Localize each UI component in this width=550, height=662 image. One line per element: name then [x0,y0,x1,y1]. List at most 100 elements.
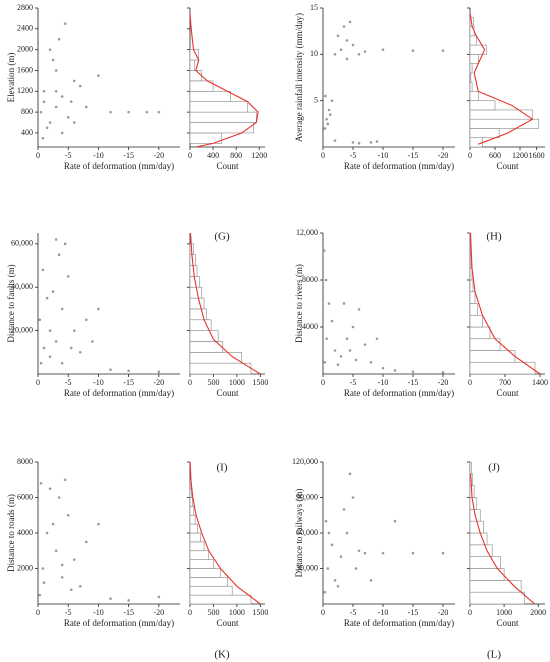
point [72,558,76,561]
point [54,69,58,72]
y-tick-label: 2800 [17,3,33,12]
point [393,519,397,523]
point [348,472,352,476]
point [48,48,52,51]
hist-bar [189,550,210,560]
point [42,346,46,350]
hist-bar [189,506,195,516]
point [354,358,358,362]
hist-bar [469,338,501,351]
hist-bar [469,63,473,74]
point [326,122,330,126]
point [78,84,82,88]
point [441,551,445,555]
point [330,543,334,547]
hist-x-tick-label: 1400 [532,378,548,387]
point [345,57,349,61]
hist-x-axis-label: Count [216,388,239,398]
hist-bar [189,362,252,375]
hist-x-tick-label: 1500 [252,378,268,387]
point [369,141,373,144]
hist-x-tick-label: 2000 [530,608,546,617]
point [345,531,349,535]
hist-x-tick-label: 1000 [496,608,512,617]
point [41,136,45,140]
y-axis-label: Average rainfall intensity (mm/day) [294,13,304,142]
point [145,110,149,114]
hist-bar [189,59,195,71]
y-tick-label: 800 [21,107,33,116]
point [69,588,73,592]
point [41,268,45,272]
y-tick-label: 5 [314,95,318,104]
point [45,126,49,130]
hist-x-axis-label: Count [496,618,519,628]
point [57,253,61,256]
hist-x-tick-label: 400 [207,151,219,160]
y-tick-label: 400 [21,128,33,137]
y-tick-label: 30,000 [296,563,318,572]
hist-x-tick-label: 800 [230,151,242,160]
point [41,567,45,570]
point [72,121,76,124]
point [363,343,367,346]
x-tick-label: -15 [123,151,134,160]
density-curve [189,13,259,148]
hist-x-tick-label: 600 [489,151,501,160]
density-curve [189,232,261,375]
point [393,369,397,372]
point [60,361,64,365]
hist-bar [469,72,472,83]
point [333,53,337,56]
x-tick-label: -20 [438,378,449,387]
point [345,39,349,42]
point [63,478,67,482]
x-tick-label: -10 [93,378,104,387]
point [63,242,67,246]
y-tick-label: 8000 [302,275,318,284]
y-tick-label: 8000 [17,457,33,466]
y-tick-label: 2000 [17,563,33,572]
x-tick-label: 0 [36,151,40,160]
point [57,496,61,499]
point [45,296,49,300]
point [157,110,161,114]
hist-x-tick-label: 500 [207,378,219,387]
point [381,48,385,51]
hist-bar [189,559,214,569]
point [330,99,334,102]
point [324,519,328,523]
point [48,121,52,124]
point [357,549,361,553]
x-tick-label: -5 [65,151,72,160]
point [339,555,343,558]
point [326,567,330,570]
hist-x-tick-label: 0 [468,378,472,387]
y-tick-label: 10 [310,49,318,58]
point [54,105,58,109]
point [322,249,326,252]
point [60,307,64,311]
point [351,325,355,329]
hist-bar [189,70,202,82]
point [363,551,367,555]
x-tick-label: -10 [378,378,389,387]
y-tick-label: 4000 [302,322,318,331]
x-tick-label: -20 [154,608,165,617]
hist-x-tick-label: 0 [188,608,192,617]
point [54,549,58,553]
panel-label: (K) [214,649,230,661]
point [354,567,358,570]
point [323,360,327,364]
hist-x-axis-label: Count [216,618,239,628]
hist-bar [469,109,533,120]
point [342,25,346,28]
hist-bar [189,568,221,578]
hist-bar [469,81,473,92]
point [348,349,352,352]
point [66,275,70,278]
hist-x-tick-label: 1200 [251,151,267,160]
y-axis-label: Distance to rivers (m) [294,264,304,343]
hist-bar [469,314,483,328]
hist-bar [469,591,525,605]
